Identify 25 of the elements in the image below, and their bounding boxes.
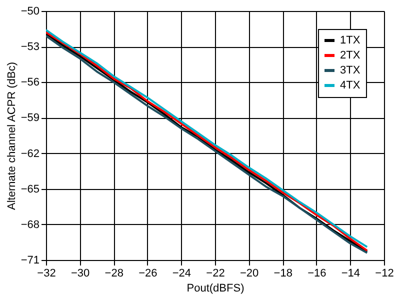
x-tick-label: −14: [341, 268, 360, 280]
y-axis-title: Alternate channel ACPR (dBc): [6, 62, 18, 210]
x-tick-label: −26: [138, 268, 158, 280]
x-tick-label: −16: [308, 268, 326, 280]
x-tick-label: −22: [206, 268, 225, 280]
legend-label: 1TX: [340, 34, 361, 46]
y-tick-label: −68: [20, 218, 40, 231]
legend-label: 3TX: [340, 64, 361, 76]
x-axis-title: Pout(dBFS): [186, 282, 244, 294]
legend-label: 4TX: [340, 80, 361, 92]
y-tick-label: −59: [20, 112, 40, 124]
y-tick-label: −65: [20, 183, 40, 196]
x-tick-label: −24: [172, 268, 192, 280]
x-tick-label: −30: [70, 268, 90, 280]
y-tick-label: −56: [20, 76, 40, 89]
y-tick-label: −53: [20, 41, 40, 54]
x-tick-label: −12: [375, 268, 394, 280]
x-tick-label: −18: [274, 268, 292, 280]
legend-label: 2TX: [340, 50, 361, 62]
x-tick-label: −20: [240, 268, 259, 280]
x-tick-label: −28: [104, 268, 124, 280]
x-tick-label: −32: [37, 268, 56, 280]
y-tick-label: −71: [20, 254, 40, 266]
y-tick-label: −50: [20, 6, 40, 18]
y-tick-label: −62: [20, 148, 40, 160]
